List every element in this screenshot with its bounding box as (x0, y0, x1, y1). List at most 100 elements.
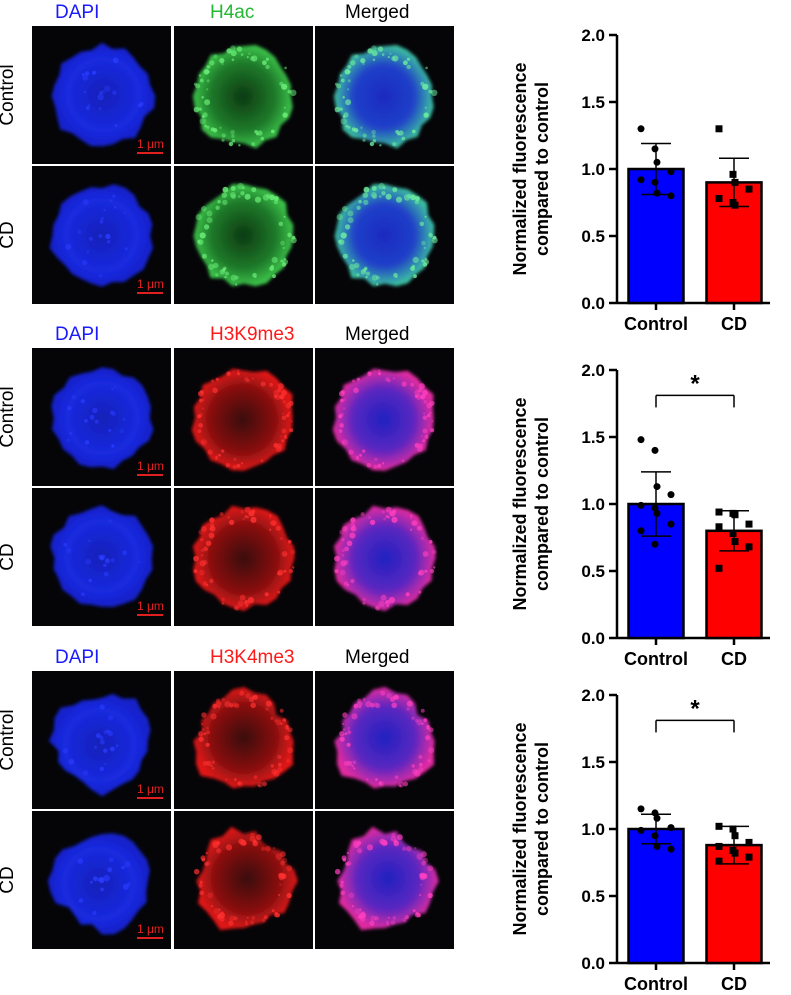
y-tick-label: 1.0 (581, 160, 605, 179)
x-tick-label: Control (624, 974, 688, 990)
data-point (729, 825, 737, 833)
scale-bar (137, 292, 163, 294)
data-point (653, 483, 661, 491)
data-point (651, 809, 659, 817)
y-axis-label-line: Normalized fluorescence (510, 397, 530, 610)
x-tick-label: CD (721, 974, 747, 990)
data-point (637, 826, 645, 834)
channel-header: DAPI (55, 324, 100, 345)
data-point (637, 176, 645, 184)
channel-header: H3K9me3 (210, 324, 295, 345)
y-axis-label: Normalized fluorescence compared to contr… (510, 62, 552, 275)
data-point (745, 185, 753, 193)
micrograph-tile (174, 671, 313, 809)
bar (705, 843, 763, 965)
data-point (667, 520, 675, 528)
data-point (651, 504, 659, 512)
data-point (731, 832, 739, 840)
nucleus (49, 693, 151, 797)
data-point (637, 501, 645, 509)
x-tick-label: Control (624, 649, 688, 665)
scale-bar-label: 1 μm (137, 137, 164, 151)
micrograph-tile (32, 671, 171, 809)
data-point (667, 168, 675, 176)
scale-bar-label: 1 μm (137, 922, 164, 936)
channel-header: Merged (345, 2, 410, 23)
y-tick-label: 0.0 (581, 629, 605, 648)
data-point (715, 523, 723, 531)
bar-chart: Normalized fluorescence compared to contr… (490, 335, 790, 670)
nucleus (193, 687, 294, 789)
row-label: CD (0, 543, 18, 571)
micrograph-tile (315, 488, 454, 626)
row-label: CD (0, 221, 18, 249)
y-tick-label: 2.0 (581, 26, 605, 45)
channel-header: H3K4me3 (210, 647, 295, 668)
nucleus (337, 826, 439, 931)
y-axis-label-line: Normalized fluorescence (510, 62, 530, 275)
data-point (731, 538, 739, 546)
data-point (637, 527, 645, 535)
y-axis-label-line: compared to control (532, 417, 552, 591)
y-tick-label: 1.5 (581, 753, 605, 772)
data-point (651, 446, 659, 454)
data-point (667, 192, 675, 200)
nucleus (333, 45, 434, 149)
y-axis-label-line: compared to control (532, 742, 552, 916)
y-tick-label: 2.0 (581, 686, 605, 705)
data-point (651, 832, 659, 840)
nucleus (191, 368, 293, 471)
y-axis-label-line: Normalized fluorescence (510, 722, 530, 935)
data-point (745, 838, 753, 846)
data-point (715, 564, 723, 572)
channel-header: DAPI (55, 2, 100, 23)
data-point (729, 529, 737, 537)
data-point (637, 125, 645, 133)
y-tick-label: 0.5 (581, 227, 605, 246)
data-point (715, 125, 723, 133)
micrograph-tile (174, 488, 313, 626)
micrograph-tile (315, 671, 454, 809)
row-label: Control (0, 386, 18, 448)
data-point (745, 520, 753, 528)
y-tick-label: 0.0 (581, 294, 605, 313)
scale-bar-label: 1 μm (137, 782, 164, 796)
data-point (667, 491, 675, 499)
micrograph-tile (32, 811, 171, 949)
micrograph-tile (315, 348, 454, 486)
data-point (653, 189, 661, 197)
x-tick-label: Control (624, 314, 688, 330)
micrograph-tile (32, 166, 171, 304)
micrograph-tile (174, 348, 313, 486)
bar-chart: Normalized fluorescence compared to contr… (490, 0, 790, 335)
y-tick-label: 0.0 (581, 954, 605, 973)
significance-marker: * (690, 695, 700, 722)
data-point (731, 511, 739, 519)
row-label: Control (0, 64, 18, 126)
y-tick-label: 1.5 (581, 428, 605, 447)
nucleus (332, 368, 434, 471)
data-point (745, 853, 753, 861)
y-tick-label: 1.0 (581, 820, 605, 839)
x-tick-label: CD (721, 314, 747, 330)
data-point (653, 509, 661, 517)
micrograph-tile (32, 488, 171, 626)
nucleus (192, 45, 293, 149)
data-point (651, 145, 659, 153)
data-point (637, 436, 645, 444)
scale-bar (137, 474, 163, 476)
y-axis-label: Normalized fluorescence compared to contr… (510, 722, 552, 935)
micrograph-tile (174, 26, 313, 164)
x-tick-label: CD (721, 649, 747, 665)
data-point (667, 845, 675, 853)
nucleus (192, 505, 295, 611)
y-axis-label-line: compared to control (532, 82, 552, 256)
micrograph-tile (174, 166, 313, 304)
y-tick-label: 2.0 (581, 361, 605, 380)
significance-marker: * (690, 370, 700, 397)
channel-header: H4ac (210, 2, 255, 23)
bar-chart: Normalized fluorescence compared to contr… (490, 660, 790, 995)
data-point (653, 158, 661, 166)
y-tick-label: 1.5 (581, 93, 605, 112)
nucleus (196, 826, 298, 931)
